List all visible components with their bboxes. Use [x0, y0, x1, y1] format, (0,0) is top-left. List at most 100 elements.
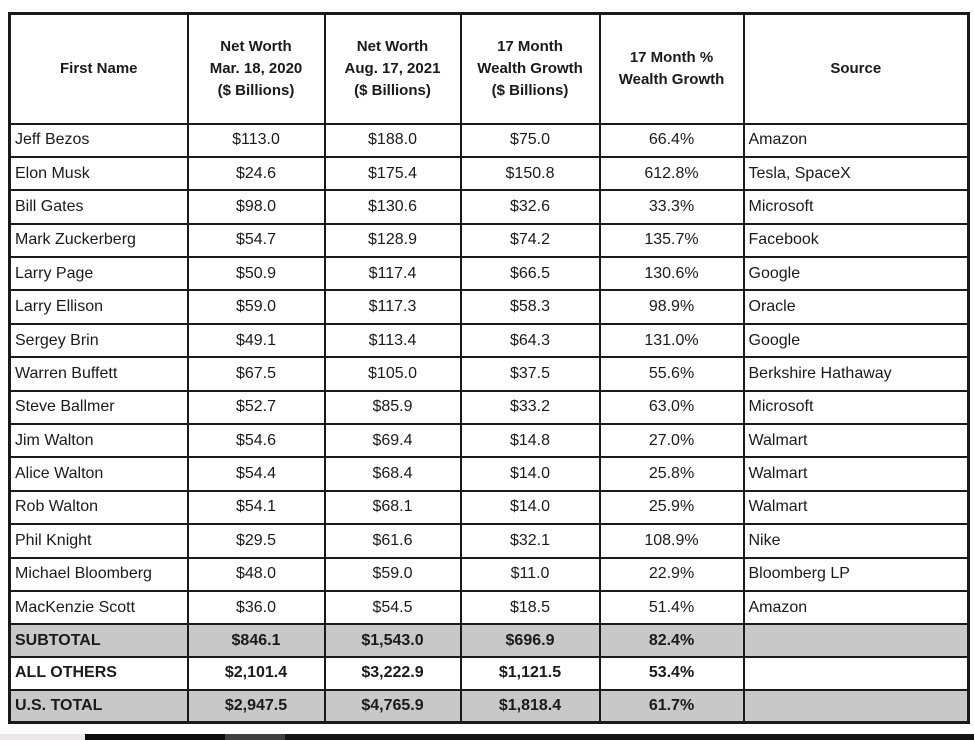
table-row: Jeff Bezos $113.0 $188.0 $75.0 66.4% Amazon	[8, 122, 970, 158]
cell-networth-2021: $85.9	[323, 389, 462, 426]
cell-networth-2020: $29.5	[186, 523, 326, 559]
cell-pct-growth: 25.8%	[598, 456, 745, 492]
cell-wealth-growth: $74.2	[459, 222, 601, 259]
table-row: Bill Gates $98.0 $130.6 $32.6 33.3% Microsoft	[8, 189, 970, 225]
cell-networth-2021: $117.4	[323, 256, 462, 292]
header-row: First Name Net Worth Mar. 18, 2020 ($ Bi…	[8, 12, 970, 125]
cell-pct-growth: 612.8%	[598, 155, 745, 192]
cell-first-name: Steve Ballmer	[8, 389, 189, 426]
cell-networth-2021: $4,765.9	[323, 688, 462, 724]
total-row: U.S. TOTAL $2,947.5 $4,765.9 $1,818.4 61.7%	[8, 688, 970, 724]
cell-networth-2021: $105.0	[323, 356, 462, 392]
total-row: SUBTOTAL $846.1 $1,543.0 $696.9 82.4%	[8, 623, 970, 658]
cell-wealth-growth: $66.5	[459, 256, 601, 292]
cell-source	[742, 623, 970, 658]
cell-wealth-growth: $75.0	[459, 122, 601, 158]
cell-networth-2020: $50.9	[186, 256, 326, 292]
cell-source: Berkshire Hathaway	[742, 356, 970, 392]
cell-networth-2021: $61.6	[323, 523, 462, 559]
table-row: Alice Walton $54.4 $68.4 $14.0 25.8% Walmart	[8, 456, 970, 492]
col-header-first-name: First Name	[8, 12, 189, 125]
cell-networth-2021: $69.4	[323, 423, 462, 459]
cell-first-name: MacKenzie Scott	[8, 589, 189, 626]
cell-wealth-growth: $11.0	[459, 556, 601, 592]
table-header: First Name Net Worth Mar. 18, 2020 ($ Bi…	[8, 12, 970, 125]
cell-networth-2020: $54.4	[186, 456, 326, 492]
cell-source: Walmart	[742, 456, 970, 492]
cell-source: Walmart	[742, 489, 970, 526]
cell-first-name: Alice Walton	[8, 456, 189, 492]
cell-source	[742, 688, 970, 724]
cell-networth-2021: $188.0	[323, 122, 462, 158]
table-row: MacKenzie Scott $36.0 $54.5 $18.5 51.4% Amazo…	[8, 589, 970, 626]
cell-first-name: Bill Gates	[8, 189, 189, 225]
table-row: Elon Musk $24.6 $175.4 $150.8 612.8% Tesla, S…	[8, 155, 970, 192]
cell-first-name: Jeff Bezos	[8, 122, 189, 158]
cell-networth-2021: $3,222.9	[323, 655, 462, 691]
cell-wealth-growth: $32.6	[459, 189, 601, 225]
col-header-networth-2021: Net Worth Aug. 17, 2021 ($ Billions)	[323, 12, 462, 125]
document-page: First Name Net Worth Mar. 18, 2020 ($ Bi…	[0, 12, 974, 740]
bottom-bar-segment-3	[285, 734, 974, 740]
cell-first-name: Sergey Brin	[8, 322, 189, 359]
cell-wealth-growth: $150.8	[459, 155, 601, 192]
cell-pct-growth: 131.0%	[598, 322, 745, 359]
cell-source: Microsoft	[742, 189, 970, 225]
cell-source: Google	[742, 322, 970, 359]
cell-source: Amazon	[742, 589, 970, 626]
cell-networth-2020: $52.7	[186, 389, 326, 426]
cell-source: Google	[742, 256, 970, 292]
table-row: Mark Zuckerberg $54.7 $128.9 $74.2 135.7% Fac…	[8, 222, 970, 259]
cell-first-name: ALL OTHERS	[8, 655, 189, 691]
table-row: Sergey Brin $49.1 $113.4 $64.3 131.0% Google	[8, 322, 970, 359]
cell-wealth-growth: $33.2	[459, 389, 601, 426]
cell-source: Amazon	[742, 122, 970, 158]
bottom-edge-bar	[0, 734, 974, 740]
cell-networth-2021: $175.4	[323, 155, 462, 192]
cell-wealth-growth: $32.1	[459, 523, 601, 559]
cell-first-name: Michael Bloomberg	[8, 556, 189, 592]
cell-networth-2021: $68.4	[323, 456, 462, 492]
cell-source: Bloomberg LP	[742, 556, 970, 592]
cell-networth-2020: $36.0	[186, 589, 326, 626]
cell-networth-2020: $113.0	[186, 122, 326, 158]
cell-wealth-growth: $58.3	[459, 289, 601, 325]
cell-source: Nike	[742, 523, 970, 559]
cell-pct-growth: 135.7%	[598, 222, 745, 259]
col-header-source: Source	[742, 12, 970, 125]
cell-wealth-growth: $14.0	[459, 456, 601, 492]
cell-first-name: Mark Zuckerberg	[8, 222, 189, 259]
cell-networth-2020: $24.6	[186, 155, 326, 192]
cell-networth-2020: $98.0	[186, 189, 326, 225]
cell-pct-growth: 98.9%	[598, 289, 745, 325]
cell-source: Oracle	[742, 289, 970, 325]
cell-pct-growth: 55.6%	[598, 356, 745, 392]
cell-wealth-growth: $14.0	[459, 489, 601, 526]
col-header-pct-growth: 17 Month % Wealth Growth	[598, 12, 745, 125]
cell-source	[742, 655, 970, 691]
cell-networth-2020: $2,947.5	[186, 688, 326, 724]
cell-networth-2021: $128.9	[323, 222, 462, 259]
cell-first-name: SUBTOTAL	[8, 623, 189, 658]
cell-networth-2021: $54.5	[323, 589, 462, 626]
cell-networth-2020: $54.1	[186, 489, 326, 526]
cell-first-name: Elon Musk	[8, 155, 189, 192]
cell-networth-2021: $130.6	[323, 189, 462, 225]
table-row: Larry Page $50.9 $117.4 $66.5 130.6% Google	[8, 256, 970, 292]
billionaire-wealth-table: First Name Net Worth Mar. 18, 2020 ($ Bi…	[8, 12, 970, 724]
cell-first-name: Phil Knight	[8, 523, 189, 559]
cell-networth-2020: $846.1	[186, 623, 326, 658]
cell-first-name: Larry Ellison	[8, 289, 189, 325]
cell-pct-growth: 82.4%	[598, 623, 745, 658]
cell-source: Tesla, SpaceX	[742, 155, 970, 192]
table-row: Jim Walton $54.6 $69.4 $14.8 27.0% Walmart	[8, 423, 970, 459]
cell-networth-2020: $54.6	[186, 423, 326, 459]
cell-pct-growth: 63.0%	[598, 389, 745, 426]
table-row: Larry Ellison $59.0 $117.3 $58.3 98.9% Oracle	[8, 289, 970, 325]
table-row: Rob Walton $54.1 $68.1 $14.0 25.9% Walmart	[8, 489, 970, 526]
cell-pct-growth: 25.9%	[598, 489, 745, 526]
total-row: ALL OTHERS $2,101.4 $3,222.9 $1,121.5 53.4%	[8, 655, 970, 691]
cell-source: Walmart	[742, 423, 970, 459]
cell-wealth-growth: $18.5	[459, 589, 601, 626]
col-header-networth-2020: Net Worth Mar. 18, 2020 ($ Billions)	[186, 12, 326, 125]
